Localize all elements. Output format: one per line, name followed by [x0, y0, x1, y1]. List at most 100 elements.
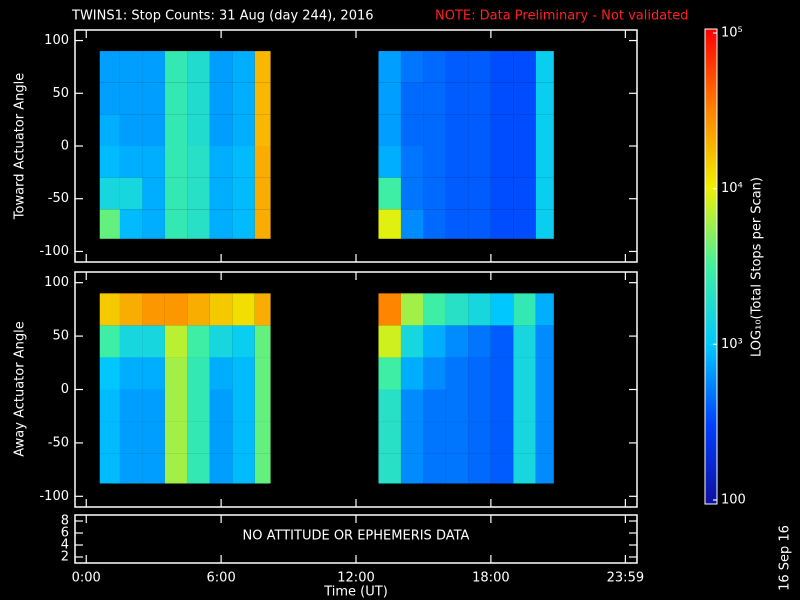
heatmap-cell [445, 209, 469, 239]
heatmap-cell [232, 177, 255, 210]
annotation: NO ATTITUDE OR EPHEMERIS DATA [243, 529, 470, 544]
heatmap-cell [535, 421, 554, 454]
heatmap-cell [400, 51, 424, 83]
y-axis-label: Toward Actuator Angle [13, 73, 28, 220]
heatmap-cell [400, 82, 424, 115]
heatmap-cell [254, 389, 271, 422]
heatmap-cell [209, 453, 233, 484]
y-tick-label: 0 [61, 139, 69, 154]
heatmap-cell [142, 177, 165, 210]
heatmap-cell [400, 293, 424, 326]
heatmap-cell [187, 325, 210, 358]
heatmap-cell [209, 146, 233, 178]
heatmap-cell [535, 357, 554, 390]
heatmap-cell [99, 325, 120, 358]
heatmap-cell [99, 293, 120, 326]
heatmap-cell [164, 209, 188, 239]
heatmap-cell [254, 357, 271, 390]
heatmap-cell [468, 421, 491, 454]
heatmap-cell [445, 114, 469, 146]
heatmap-cell [468, 114, 491, 146]
heatmap-cell [142, 146, 165, 178]
heatmap-cell [513, 453, 536, 484]
heatmap-cell [99, 146, 120, 178]
heatmap-cell [209, 51, 233, 83]
heatmap-cell [164, 453, 188, 484]
heatmap-cell [513, 177, 536, 210]
colorbar [704, 28, 718, 505]
heatmap-cell [423, 114, 446, 146]
heatmap-cell [164, 114, 188, 146]
heatmap-cell [513, 209, 536, 239]
heatmap-cell [187, 177, 210, 210]
heatmap-cell [490, 146, 514, 178]
heatmap-cell [423, 293, 446, 326]
heatmap-cell [468, 357, 491, 390]
heatmap-cell [490, 325, 514, 358]
heatmap-cell [187, 146, 210, 178]
heatmap-cell [254, 421, 271, 454]
heatmap-cell [164, 293, 188, 326]
heatmap-cell [535, 114, 554, 146]
x-tick-label: 23:59 [607, 571, 644, 586]
heatmap-cell [142, 51, 165, 83]
heatmap-cell [535, 177, 554, 210]
y-tick-label: -100 [39, 244, 69, 259]
heatmap-cell [232, 453, 255, 484]
heatmap-cell [513, 114, 536, 146]
heatmap-cell [164, 146, 188, 178]
heatmap-cell [119, 325, 143, 358]
heatmap-cell [119, 389, 143, 422]
heatmap-cell [490, 177, 514, 210]
heatmap-cell [119, 453, 143, 484]
heatmap-cell [378, 114, 401, 146]
heatmap-cell [423, 51, 446, 83]
heatmap-cell [232, 114, 255, 146]
heatmap-cell [378, 325, 401, 358]
heatmap-cell [232, 209, 255, 239]
heatmap-cell [187, 82, 210, 115]
x-tick-label: 0:00 [72, 571, 101, 586]
heatmap-cell [254, 114, 271, 146]
heatmap-cell [209, 209, 233, 239]
heatmap-cell [423, 177, 446, 210]
heatmap-cell [535, 453, 554, 484]
heatmap-cell [535, 51, 554, 83]
heatmap-cell [400, 421, 424, 454]
colorbar-tick-label: 10⁵ [721, 26, 743, 41]
heatmap-cell [99, 114, 120, 146]
y-tick-label: 100 [44, 275, 69, 290]
heatmap-cell [445, 51, 469, 83]
chart-title: TWINS1: Stop Counts: 31 Aug (day 244), 2… [71, 9, 374, 24]
heatmap-cell [99, 177, 120, 210]
heatmap-cell [445, 146, 469, 178]
heatmap-cell [254, 82, 271, 115]
heatmap-cell [142, 82, 165, 115]
heatmap-cell [513, 357, 536, 390]
heatmap-cell [490, 82, 514, 115]
heatmap-cell [445, 421, 469, 454]
heatmap-cell [535, 293, 554, 326]
heatmap-cell [232, 357, 255, 390]
heatmap-cell [142, 114, 165, 146]
heatmap-cell [513, 325, 536, 358]
heatmap-cell [378, 357, 401, 390]
x-tick-label: 6:00 [207, 571, 236, 586]
heatmap-cell [490, 114, 514, 146]
heatmap-cell [400, 325, 424, 358]
heatmap-cell [232, 51, 255, 83]
date-stamp: 16 Sep 16 [778, 525, 793, 591]
heatmap-cell [468, 325, 491, 358]
heatmap-cell [400, 357, 424, 390]
y-tick-label: 4 [61, 538, 69, 553]
colorbar-tick-label: 100 [721, 493, 746, 508]
heatmap-cell [378, 209, 401, 239]
heatmap-cell [445, 82, 469, 115]
heatmap-cell [232, 146, 255, 178]
x-tick-label: 12:00 [337, 571, 374, 586]
heatmap-cell [423, 453, 446, 484]
colorbar-tick-label: 10³ [721, 337, 743, 352]
heatmap-cell [164, 177, 188, 210]
heatmap-cell [400, 389, 424, 422]
heatmap-cell [378, 421, 401, 454]
